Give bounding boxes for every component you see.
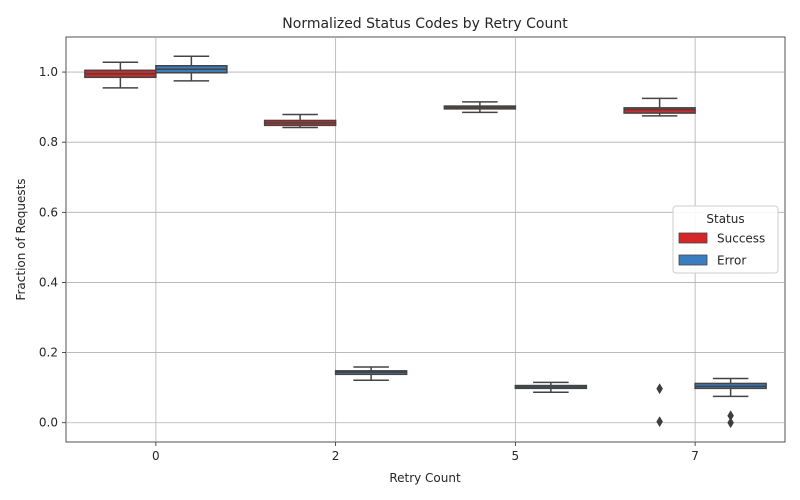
plot-area — [65, 36, 786, 443]
legend-label-error: Error — [717, 254, 746, 268]
legend-swatch-error — [678, 254, 708, 266]
legend: Status Success Error — [672, 205, 779, 274]
x-tick-label: 0 — [152, 449, 160, 463]
y-axis-label: Fraction of Requests — [14, 178, 28, 300]
box-group-success — [443, 101, 517, 114]
chart-title: Normalized Status Codes by Retry Count — [282, 16, 568, 32]
outlier-point — [656, 416, 663, 428]
box-group-error — [334, 366, 408, 382]
outlier-point — [656, 383, 663, 395]
x-tick-label: 5 — [512, 449, 520, 463]
x-tick-label: 2 — [332, 449, 340, 463]
y-axis-ticks: 0.0 0.2 0.4 0.6 0.8 1.0 — [39, 65, 66, 430]
box-group-success — [623, 97, 696, 428]
x-axis-label: Retry Count — [389, 471, 461, 485]
box-group-error — [514, 381, 588, 393]
box-group-success — [84, 61, 157, 89]
legend-swatch-success — [678, 232, 708, 244]
box-group-success — [263, 113, 337, 129]
outlier-point — [727, 417, 734, 429]
y-tick-label: 0.2 — [39, 346, 58, 360]
box-body — [623, 107, 696, 114]
x-axis-ticks: 0 2 5 7 — [152, 442, 699, 463]
y-tick-label: 0.6 — [39, 205, 58, 219]
y-tick-label: 0.0 — [39, 416, 58, 430]
box-group-error — [694, 377, 767, 429]
box-series — [84, 55, 767, 429]
x-tick-label: 7 — [691, 449, 699, 463]
y-tick-label: 1.0 — [39, 65, 58, 79]
legend-label-success: Success — [717, 232, 765, 246]
y-tick-label: 0.4 — [39, 275, 58, 289]
legend-title: Status — [706, 212, 744, 226]
legend-items: Success Error — [678, 232, 765, 268]
grid-lines — [66, 37, 785, 442]
y-tick-label: 0.8 — [39, 135, 58, 149]
box-group-error — [155, 55, 228, 82]
